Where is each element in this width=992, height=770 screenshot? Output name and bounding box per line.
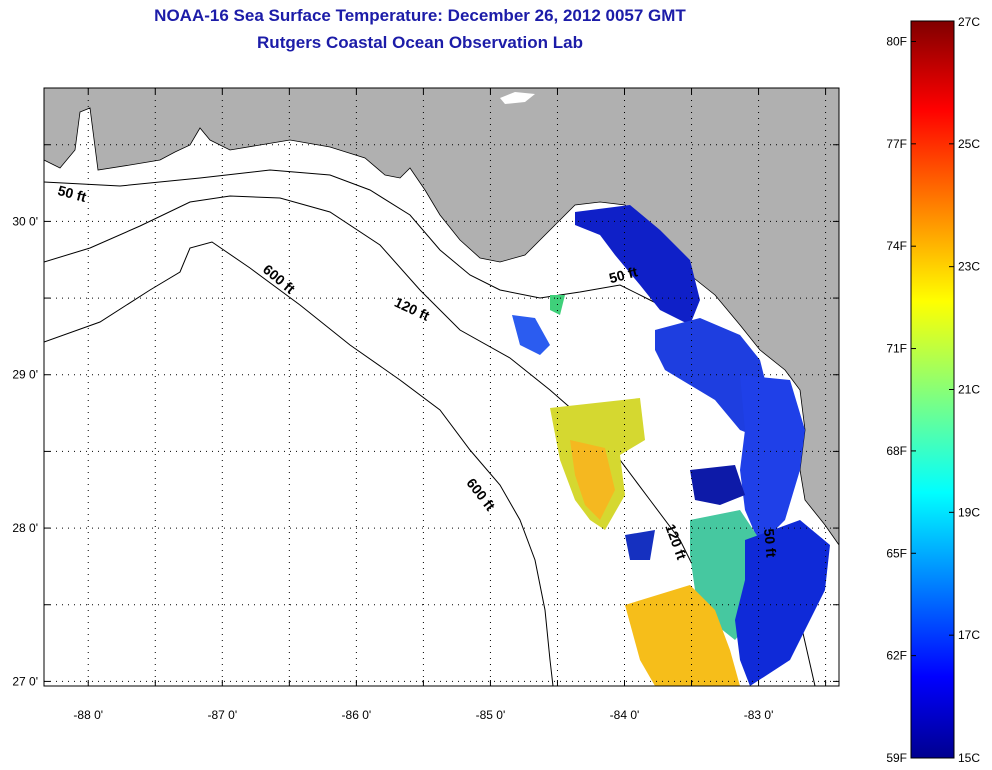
colorbar-gradient: [910, 20, 955, 759]
lon-tick-label: -83 0': [744, 708, 774, 722]
lat-tick-label: 29 0': [12, 368, 38, 382]
isobath-label: 50 ft: [607, 263, 639, 286]
fahrenheit-tick-label: 65F: [886, 546, 907, 560]
sst-patch-southwest: [625, 585, 740, 686]
isobath-label: 50 ft: [56, 182, 88, 205]
lon-tick-label: -85 0': [476, 708, 506, 722]
lat-lon-grid: [44, 88, 839, 686]
lat-tick-label: 30 0': [12, 214, 38, 228]
map-area: [44, 88, 839, 686]
isobath-label: 50 ft: [761, 528, 779, 558]
map-subtitle: Rutgers Coastal Ocean Observation Lab: [257, 33, 583, 52]
celsius-scale: 27C 25C 23C 21C 19C 17C 15C: [949, 15, 980, 765]
latitude-axis: 30 0' 29 0' 28 0' 27 0': [12, 214, 38, 688]
celsius-tick-label: 27C: [958, 15, 980, 29]
lat-tick-label: 27 0': [12, 674, 38, 688]
fahrenheit-tick-label: 62F: [886, 649, 907, 663]
fahrenheit-tick-label: 68F: [886, 444, 907, 458]
temperature-colorbar: 27C 25C 23C 21C 19C 17C 15C 80F 77F 74F 71F 68F 65F…: [886, 15, 980, 765]
sst-patch-north-coast: [575, 205, 700, 325]
celsius-tick-label: 15C: [958, 751, 980, 765]
celsius-tick-label: 17C: [958, 628, 980, 642]
celsius-tick-label: 23C: [958, 260, 980, 274]
sst-patch-small-blue: [625, 530, 655, 560]
celsius-tick-label: 19C: [958, 505, 980, 519]
fahrenheit-tick-label: 74F: [886, 239, 907, 253]
lon-tick-label: -84 0': [610, 708, 640, 722]
lat-tick-label: 28 0': [12, 521, 38, 535]
fahrenheit-tick-label: 71F: [886, 342, 907, 356]
longitude-axis: -88 0' -87 0' -86 0' -85 0' -84 0' -83 0': [73, 708, 773, 722]
fahrenheit-tick-label: 59F: [886, 751, 907, 765]
isobath-600ft: [44, 241, 554, 686]
sst-patch-tampa-coast: [735, 520, 830, 686]
isobath-120ft: [44, 195, 731, 686]
lon-tick-label: -88 0': [73, 708, 103, 722]
celsius-tick-label: 21C: [958, 383, 980, 397]
inland-lake: [500, 92, 535, 104]
fahrenheit-tick-label: 80F: [886, 34, 907, 48]
celsius-tick-label: 25C: [958, 137, 980, 151]
fahrenheit-tick-label: 77F: [886, 137, 907, 151]
lon-tick-label: -87 0': [207, 708, 237, 722]
sst-data-layer: [512, 205, 830, 686]
map-frame: [43, 87, 840, 687]
lon-tick-label: -86 0': [342, 708, 372, 722]
map-title: NOAA-16 Sea Surface Temperature: Decembe…: [154, 6, 686, 25]
sst-patch-apalachicola: [512, 315, 550, 355]
sst-patch-midshelf-warm: [570, 440, 615, 520]
sst-patch-big-bend: [655, 318, 770, 440]
sst-patch-nearshore: [740, 375, 805, 545]
fahrenheit-scale: 80F 77F 74F 71F 68F 65F 62F 59F: [886, 34, 916, 765]
sst-patch-offshore-strip: [690, 465, 745, 505]
